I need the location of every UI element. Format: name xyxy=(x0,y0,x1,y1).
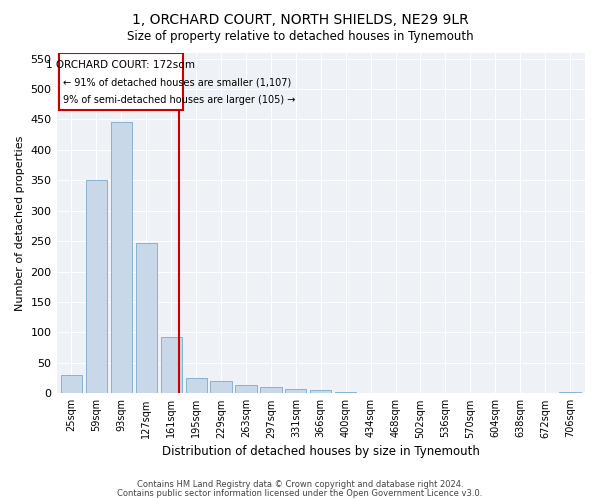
Bar xyxy=(136,243,157,394)
Bar xyxy=(235,386,257,394)
Bar xyxy=(211,381,232,394)
Bar xyxy=(335,392,356,394)
Y-axis label: Number of detached properties: Number of detached properties xyxy=(15,135,25,310)
Bar xyxy=(86,180,107,394)
Bar xyxy=(185,378,207,394)
X-axis label: Distribution of detached houses by size in Tynemouth: Distribution of detached houses by size … xyxy=(162,444,480,458)
FancyBboxPatch shape xyxy=(59,52,183,110)
Bar xyxy=(559,392,581,394)
Text: ← 91% of detached houses are smaller (1,107): ← 91% of detached houses are smaller (1,… xyxy=(63,78,291,88)
Text: Size of property relative to detached houses in Tynemouth: Size of property relative to detached ho… xyxy=(127,30,473,43)
Text: 9% of semi-detached houses are larger (105) →: 9% of semi-detached houses are larger (1… xyxy=(63,95,295,105)
Text: 1 ORCHARD COURT: 172sqm: 1 ORCHARD COURT: 172sqm xyxy=(46,60,196,70)
Bar xyxy=(260,387,281,394)
Bar xyxy=(285,389,307,394)
Bar xyxy=(61,375,82,394)
Bar xyxy=(161,336,182,394)
Text: Contains HM Land Registry data © Crown copyright and database right 2024.: Contains HM Land Registry data © Crown c… xyxy=(137,480,463,489)
Text: Contains public sector information licensed under the Open Government Licence v3: Contains public sector information licen… xyxy=(118,488,482,498)
Bar xyxy=(310,390,331,394)
Bar xyxy=(111,122,132,394)
Text: 1, ORCHARD COURT, NORTH SHIELDS, NE29 9LR: 1, ORCHARD COURT, NORTH SHIELDS, NE29 9L… xyxy=(131,12,469,26)
